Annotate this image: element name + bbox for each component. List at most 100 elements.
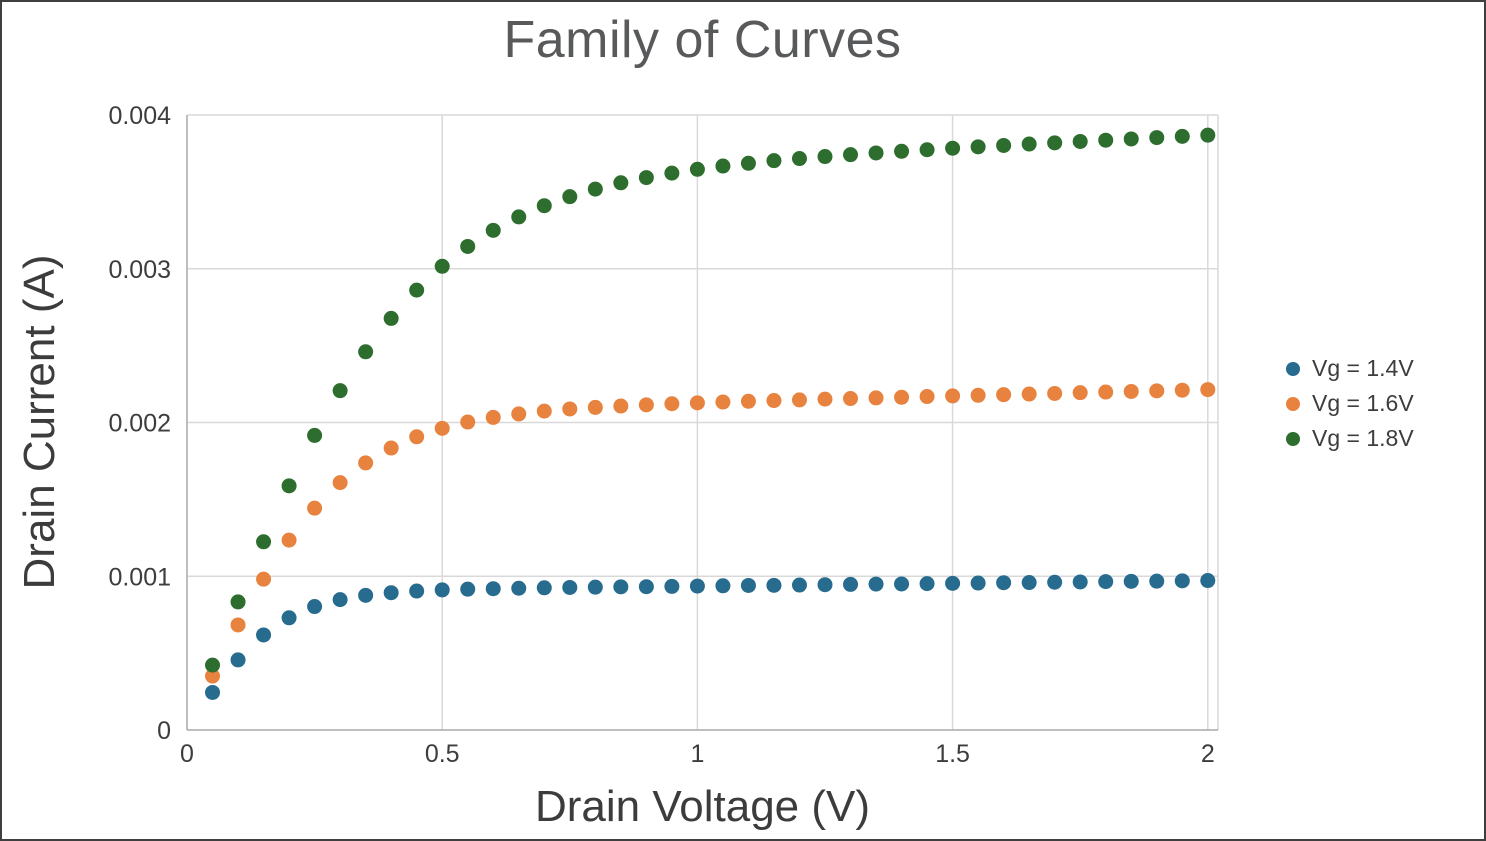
data-point: [1123, 383, 1139, 399]
data-point: [1047, 135, 1063, 151]
data-point: [664, 396, 680, 412]
y-tick-label: 0.004: [108, 102, 171, 130]
y-axis-label: Drain Current (A): [15, 254, 64, 590]
data-point: [409, 282, 425, 298]
data-point: [460, 414, 476, 430]
data-point: [383, 440, 399, 456]
data-point: [945, 388, 961, 404]
data-point: [562, 579, 578, 595]
x-tick-label: 0: [180, 740, 194, 768]
data-point: [766, 153, 782, 169]
data-point: [256, 627, 272, 643]
data-point: [307, 427, 323, 443]
data-point: [587, 579, 603, 595]
data-point: [587, 399, 603, 415]
data-point: [307, 500, 323, 516]
data-point: [1149, 573, 1165, 589]
data-point: [868, 576, 884, 592]
data-point: [996, 575, 1012, 591]
data-point: [664, 165, 680, 181]
data-point: [1149, 383, 1165, 399]
data-point: [638, 579, 654, 595]
data-point: [740, 393, 756, 409]
data-point: [230, 617, 246, 633]
data-point: [587, 181, 603, 197]
y-tick-label: 0.001: [108, 563, 171, 591]
data-point: [919, 142, 935, 158]
data-point: [638, 170, 654, 186]
data-point: [1098, 384, 1114, 400]
data-point: [715, 578, 731, 594]
data-point: [791, 151, 807, 167]
data-point: [536, 198, 552, 214]
data-point: [383, 585, 399, 601]
data-point: [409, 583, 425, 599]
data-point: [1047, 574, 1063, 590]
data-point: [205, 657, 221, 673]
data-point: [434, 582, 450, 598]
data-point: [485, 581, 501, 597]
data-point: [894, 143, 910, 159]
data-point: [945, 575, 961, 591]
x-tick-label: 2: [1201, 740, 1215, 768]
plot-area: 0 0.5 1 1.5 2 0 0.001 0.002 0.003 0.004: [108, 102, 1219, 768]
data-point: [256, 571, 272, 587]
data-point: [664, 578, 680, 594]
y-tick-label: 0.003: [108, 256, 171, 284]
data-point: [740, 155, 756, 171]
data-point: [434, 258, 450, 274]
data-point: [689, 161, 705, 177]
legend-marker-vg-1-4-icon: [1286, 361, 1300, 376]
data-point: [715, 158, 731, 174]
data-point: [536, 403, 552, 419]
data-point: [460, 581, 476, 597]
data-point: [1123, 131, 1139, 147]
data-point: [970, 575, 986, 591]
x-tick-label: 0.5: [425, 740, 460, 768]
data-point: [945, 140, 961, 156]
data-point: [817, 149, 833, 165]
legend-item-vg-1-6: Vg = 1.6V: [1286, 386, 1414, 421]
data-point: [511, 406, 527, 422]
data-point: [409, 429, 425, 445]
data-point: [791, 577, 807, 593]
data-point: [562, 189, 578, 205]
data-point: [1072, 133, 1088, 149]
x-tick-label: 1.5: [935, 740, 970, 768]
data-point: [460, 238, 476, 254]
data-point: [1174, 382, 1190, 398]
data-point: [613, 398, 629, 414]
data-point: [230, 594, 246, 610]
data-point: [894, 576, 910, 592]
data-point: [281, 532, 297, 548]
data-point: [358, 455, 374, 471]
x-tick-label: 1: [690, 740, 704, 768]
data-point: [562, 401, 578, 417]
data-point: [256, 534, 272, 550]
data-point: [1200, 127, 1216, 143]
data-point: [766, 577, 782, 593]
data-point: [1072, 385, 1088, 401]
legend-item-vg-1-8: Vg = 1.8V: [1286, 421, 1414, 456]
data-point: [970, 139, 986, 155]
data-point: [689, 578, 705, 594]
data-point: [358, 587, 374, 603]
data-point: [1174, 128, 1190, 144]
data-point: [281, 478, 297, 494]
data-point: [817, 391, 833, 407]
legend-label-vg-1-4: Vg = 1.4V: [1312, 355, 1414, 381]
data-point: [307, 599, 323, 615]
data-point: [996, 387, 1012, 403]
legend: Vg = 1.4V Vg = 1.6V Vg = 1.8V: [1286, 351, 1414, 456]
legend-label-vg-1-8: Vg = 1.8V: [1312, 425, 1414, 451]
data-point: [613, 175, 629, 191]
data-point: [511, 209, 527, 225]
data-point: [1047, 385, 1063, 401]
data-point: [434, 420, 450, 436]
data-point: [894, 389, 910, 405]
data-point: [919, 389, 935, 405]
data-point: [919, 576, 935, 592]
data-point: [358, 344, 374, 360]
data-point: [1098, 132, 1114, 148]
